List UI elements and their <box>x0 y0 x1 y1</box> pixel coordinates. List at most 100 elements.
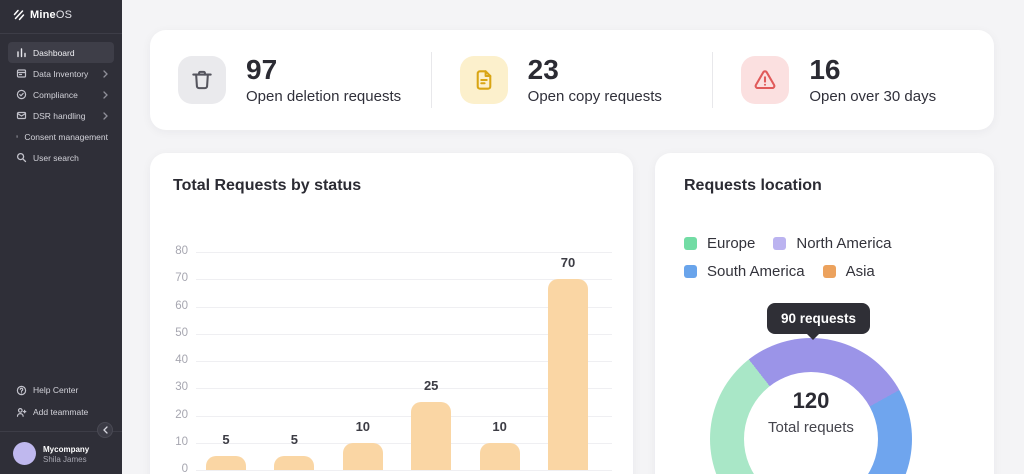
bar[interactable] <box>479 442 520 470</box>
sidebar-footer: Help Center Add teammate <box>0 379 122 423</box>
sidebar-item-help-center[interactable]: Help Center <box>8 379 114 401</box>
sidebar-item-add-teammate[interactable]: Add teammate <box>8 401 114 423</box>
legend-label: Asia <box>845 263 875 280</box>
y-axis-tick-label: 70 <box>175 272 188 285</box>
gridline <box>196 333 612 335</box>
data-inventory-icon <box>16 69 27 78</box>
stat-label: Open over 30 days <box>809 87 937 105</box>
mineos-logo-icon <box>13 9 25 21</box>
document-icon <box>459 55 508 104</box>
donut-chart-title: Requests location <box>684 177 822 194</box>
stat-value: 97 <box>246 54 278 86</box>
consent-icon <box>16 135 19 138</box>
stat-divider <box>430 52 432 108</box>
add-teammate-icon <box>16 407 27 417</box>
legend-swatch-south-america <box>684 265 697 278</box>
sidebar-item-data-inventory[interactable]: Data Inventory <box>8 63 114 84</box>
tooltip-text: 90 requests <box>781 311 857 326</box>
dashboard-icon <box>17 48 26 58</box>
bar-value-label: 10 <box>355 418 371 434</box>
gridline <box>196 252 612 253</box>
sidebar-collapse-button[interactable] <box>97 422 113 438</box>
chevron-left-icon <box>102 426 108 434</box>
sidebar-item-label: User search <box>33 152 79 163</box>
stat-text: 16 Open over 30 days <box>809 54 937 105</box>
donut-chart[interactable]: 120 Total requets <box>710 338 912 474</box>
gridline <box>196 442 612 444</box>
legend-item-north-america: North America <box>773 235 891 252</box>
gridline <box>196 415 612 417</box>
dsr-handling-icon <box>16 111 27 120</box>
bar-chart-card: Total Requests by status 80 70 60 50 40 30 20 1… <box>150 153 633 474</box>
donut-center: 120 Total requets <box>744 372 878 474</box>
stat-divider <box>712 52 714 108</box>
stats-card: 97 Open deletion requests 23 Open copy r… <box>150 30 994 130</box>
stat-value: 16 <box>809 54 841 86</box>
sidebar-divider <box>0 33 122 34</box>
warning-icon <box>741 55 790 104</box>
y-axis-tick-label: 50 <box>175 326 188 339</box>
gridline <box>196 470 612 471</box>
legend-item-europe: Europe <box>684 235 755 252</box>
avatar <box>13 442 36 465</box>
bar[interactable] <box>411 401 452 470</box>
y-axis-tick-label: 20 <box>175 408 188 421</box>
compliance-icon <box>16 89 27 100</box>
sidebar-item-dashboard[interactable]: Dashboard <box>8 42 114 63</box>
sidebar-item-consent-management[interactable]: Consent management <box>8 126 114 147</box>
y-axis-tick-label: 40 <box>175 354 188 366</box>
y-axis-tick-label: 60 <box>175 299 188 312</box>
sidebar-divider <box>0 431 122 432</box>
chevron-right-icon <box>103 111 108 120</box>
sidebar-item-label: Data Inventory <box>33 68 89 79</box>
donut-total-label: Total requets <box>768 419 854 436</box>
stat-text: 23 Open copy requests <box>527 54 662 105</box>
bar-value-label: 10 <box>492 418 507 434</box>
chevron-right-icon <box>103 90 108 99</box>
bar-chart-title: Total Requests by status <box>173 177 362 194</box>
stat-open-copy-requests: 23 Open copy requests <box>432 54 713 105</box>
y-axis-tick-label: 30 <box>175 381 188 394</box>
gridline <box>196 306 612 308</box>
donut-total-value: 120 <box>792 388 830 413</box>
sidebar-item-label: Consent management <box>24 131 108 142</box>
bar[interactable] <box>206 456 246 470</box>
chevron-right-icon <box>103 69 108 78</box>
legend-swatch-asia <box>822 265 836 278</box>
help-icon <box>16 385 27 395</box>
stat-open-over-30-days: 16 Open over 30 days <box>713 54 994 105</box>
sidebar-item-dsr-handling[interactable]: DSR handling <box>8 105 114 126</box>
sidebar-item-label: Dashboard <box>33 47 75 58</box>
y-axis-tick-label: 80 <box>175 245 188 257</box>
legend-item-south-america: South America <box>684 263 805 280</box>
bar-value-label: 5 <box>290 432 298 448</box>
legend-label: Europe <box>707 235 756 252</box>
account-user: Shila James <box>43 455 87 464</box>
sidebar-nav: Dashboard Data Inventory Compliance DSR … <box>0 42 122 168</box>
chart-tooltip: 90 requests <box>767 303 871 340</box>
y-axis-tick-label: 10 <box>175 435 188 448</box>
bar[interactable] <box>548 279 588 470</box>
bar-value-label: 25 <box>423 377 439 393</box>
legend-swatch-europe <box>684 237 697 250</box>
account-company: Mycompany <box>43 445 90 454</box>
bar[interactable] <box>274 456 315 470</box>
user-search-icon <box>16 152 27 163</box>
chart-legend: Europe North America South America Asia <box>684 235 974 280</box>
legend-label: North America <box>796 235 892 252</box>
sidebar-item-user-search[interactable]: User search <box>8 147 114 168</box>
donut-chart-card: Requests location Europe North America S… <box>655 153 994 474</box>
bar[interactable] <box>342 442 383 470</box>
bar-value-label: 70 <box>560 255 576 271</box>
sidebar-item-compliance[interactable]: Compliance <box>8 84 114 105</box>
gridline <box>196 388 612 390</box>
gridline <box>196 361 612 362</box>
y-axis-tick-label: 0 <box>181 463 188 474</box>
sidebar-item-label: Compliance <box>33 89 78 100</box>
bar-value-label: 5 <box>222 432 230 448</box>
sidebar-item-label: Add teammate <box>33 407 89 417</box>
legend-swatch-north-america <box>773 237 787 250</box>
stat-label: Open copy requests <box>527 87 662 105</box>
stat-value: 23 <box>527 54 559 86</box>
sidebar-item-label: DSR handling <box>33 110 86 121</box>
